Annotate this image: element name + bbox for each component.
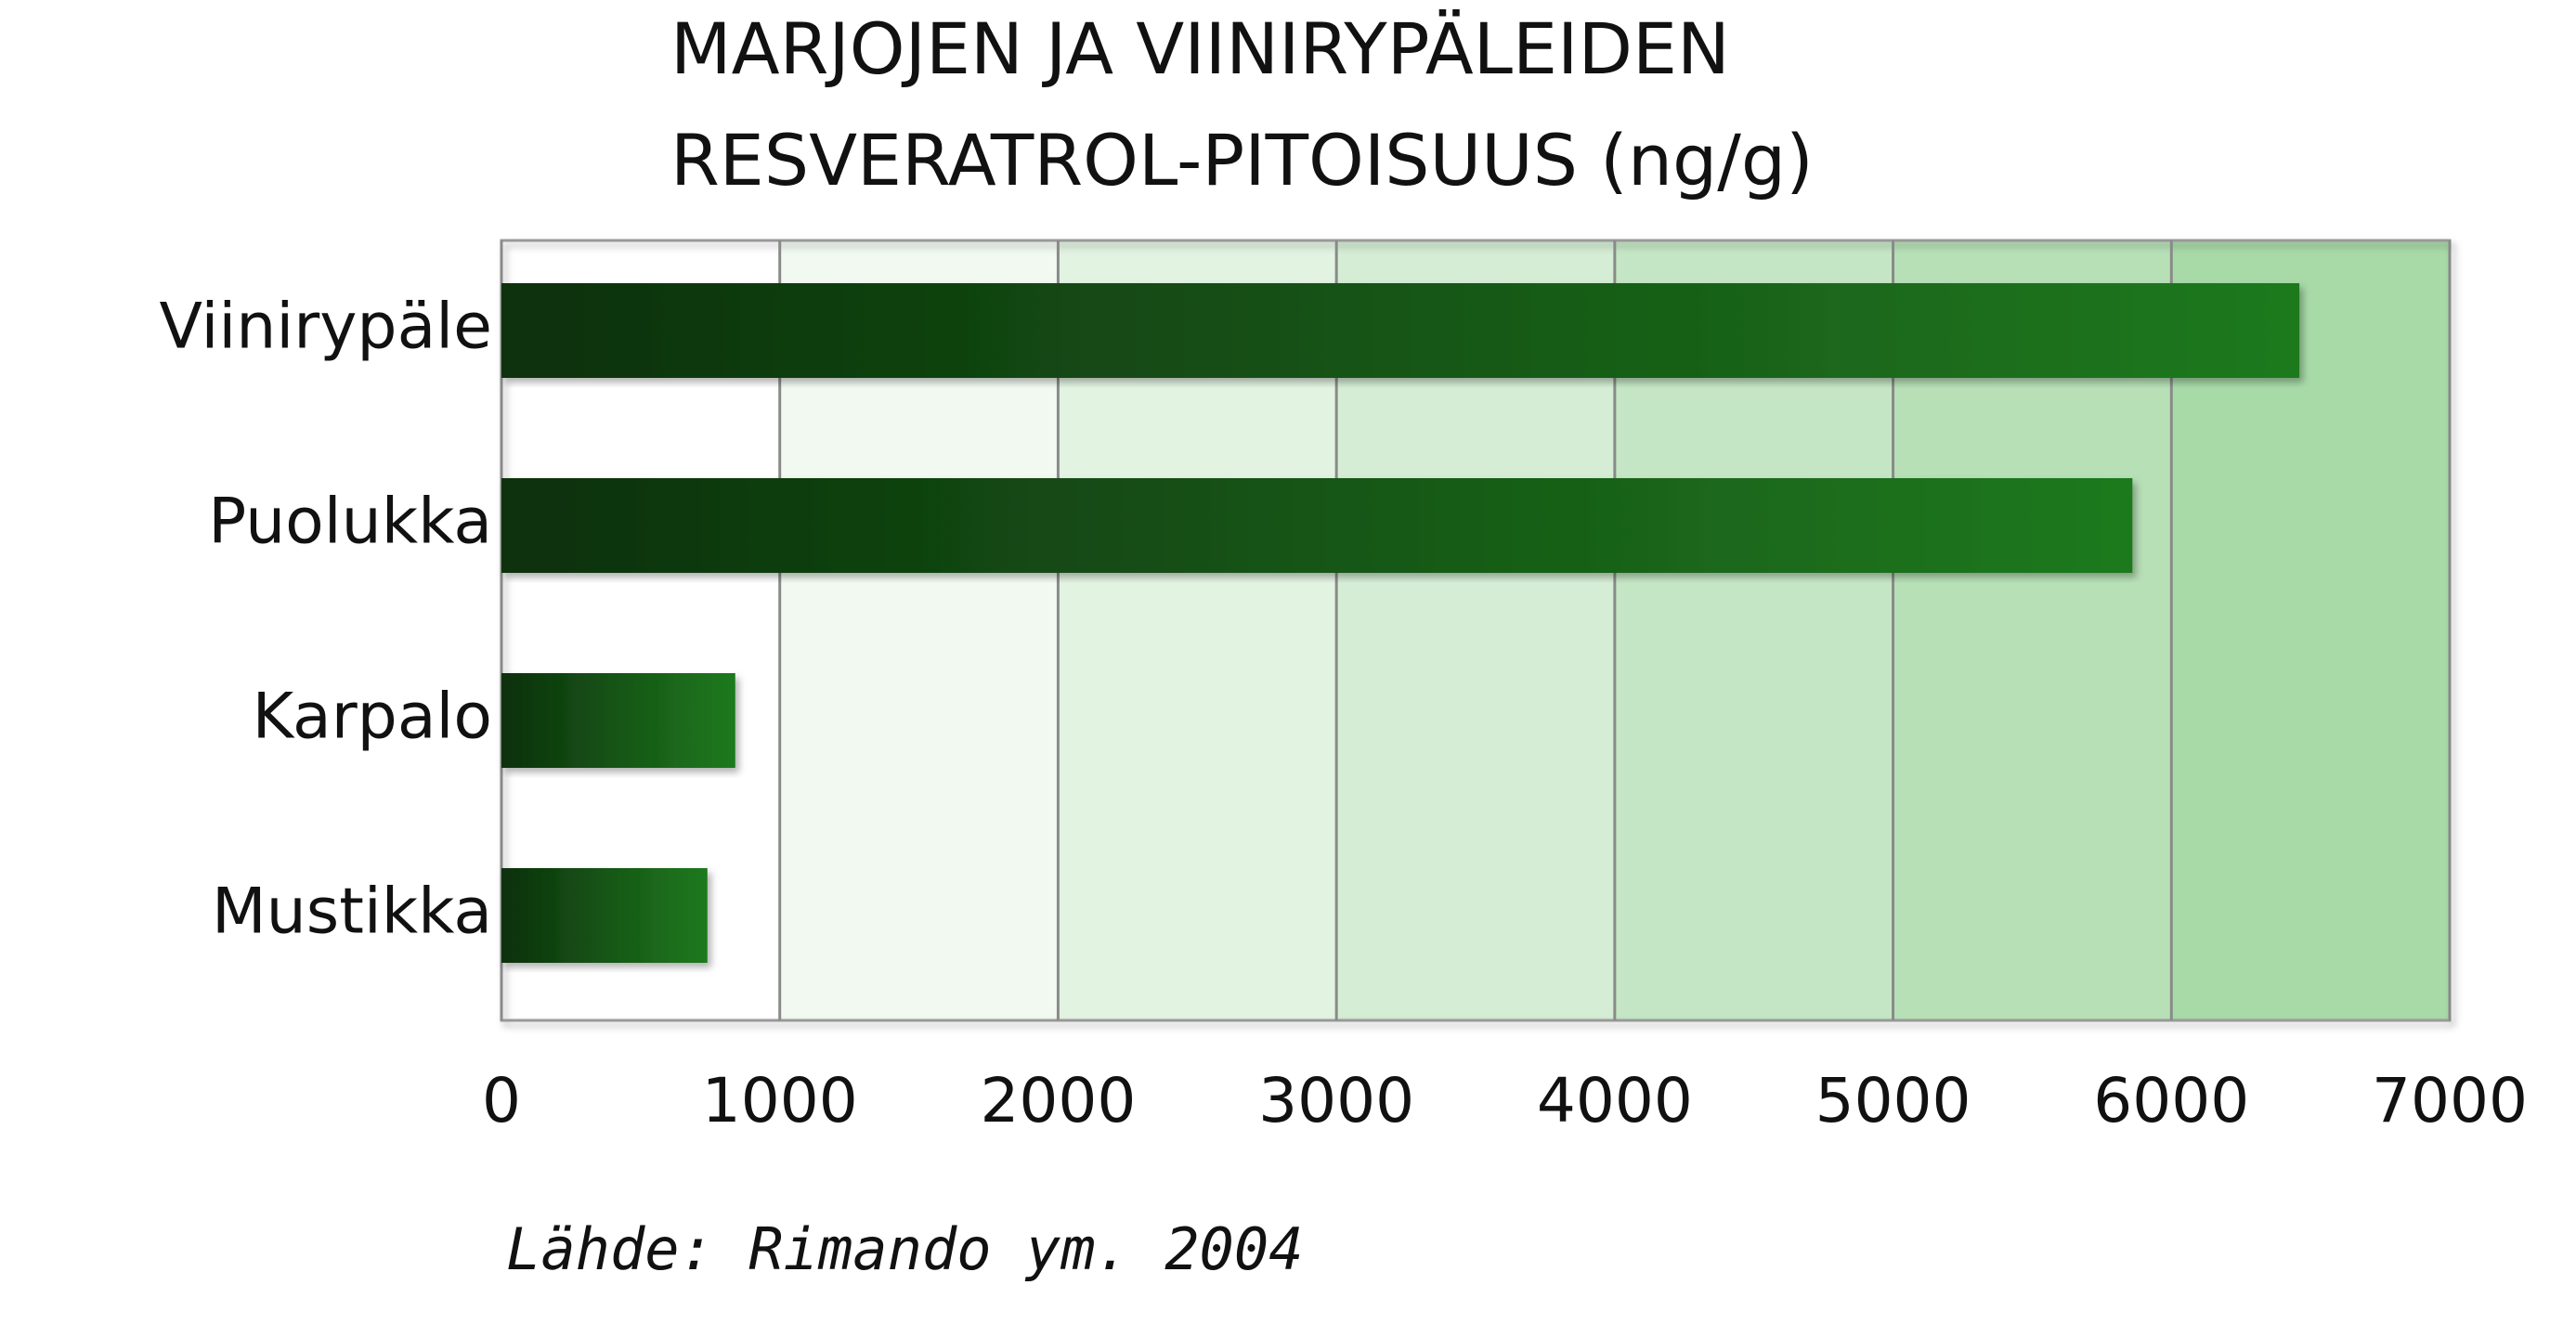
y-tick-label: Mustikka: [212, 876, 492, 949]
x-tick-label: 4000: [1537, 1065, 1693, 1136]
bar: [501, 283, 2300, 378]
y-tick-label: Puolukka: [208, 486, 492, 559]
y-tick-label: Karpalo: [253, 681, 492, 754]
source-note: Lähde: Rimando ym. 2004: [506, 1215, 1304, 1283]
bar: [501, 478, 2133, 573]
x-tick-label: 6000: [2093, 1065, 2249, 1136]
chart-title: MARJOJEN JA VIINIRYPÄLEIDEN: [670, 7, 1730, 90]
chart-title: RESVERATROL-PITOISUUS (ng/g): [670, 119, 1814, 201]
x-tick-label: 5000: [1815, 1065, 1971, 1136]
x-tick-label: 3000: [1258, 1065, 1414, 1136]
bar: [501, 673, 735, 768]
x-tick-label: 0: [482, 1065, 521, 1136]
x-tick-label: 2000: [980, 1065, 1136, 1136]
bar: [501, 868, 708, 963]
x-tick-label: 1000: [702, 1065, 858, 1136]
y-tick-label: Viinirypäle: [159, 291, 492, 364]
x-tick-label: 7000: [2372, 1065, 2528, 1136]
